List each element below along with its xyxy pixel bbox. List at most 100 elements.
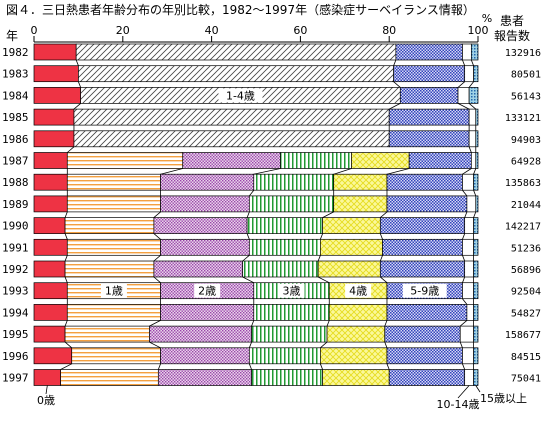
connector-5to9-1987 xyxy=(462,168,472,175)
bar-1995-4 xyxy=(326,325,386,343)
connector-10to14-1983 xyxy=(468,81,474,88)
connector-2-1989 xyxy=(246,211,250,218)
bar-1997-3 xyxy=(251,369,323,386)
bar-1992-4 xyxy=(317,260,381,278)
report-count-1987: 64928 xyxy=(511,157,541,168)
bar-1983-10to14 xyxy=(464,65,474,83)
bar-1997-4 xyxy=(322,369,390,386)
connector-10to14-1988 xyxy=(473,190,477,197)
connector-1-1990 xyxy=(153,233,161,240)
bar-1987-3 xyxy=(280,152,352,169)
connector-3-1987 xyxy=(333,168,352,175)
report-count-1990: 142217 xyxy=(505,222,541,233)
bar-1994-5to9 xyxy=(386,304,468,321)
connector-4-1994 xyxy=(384,320,388,327)
annotation-5to9: 5-9歳 xyxy=(410,285,439,298)
connector-3-1991 xyxy=(317,255,321,262)
connector-0-1996 xyxy=(60,363,72,370)
year-label-1986: 1986 xyxy=(2,133,29,146)
bar-1997-1 xyxy=(60,369,159,386)
report-count-1988: 135863 xyxy=(505,178,541,189)
bar-1988-2 xyxy=(160,173,255,191)
bar-1994-3 xyxy=(253,304,330,321)
annotation-4: 4歳 xyxy=(349,285,367,298)
bar-1990-5to9 xyxy=(379,217,466,234)
connector-5to9-1982 xyxy=(462,59,466,66)
x-tick-label-100: 100 xyxy=(468,24,489,37)
bar-1982-5to9 xyxy=(395,43,463,61)
bar-1983-0 xyxy=(33,65,79,83)
bar-1990-0 xyxy=(33,217,66,234)
connector-1-1989 xyxy=(153,211,161,218)
bar-1991-3 xyxy=(248,238,321,256)
bar-1992-0 xyxy=(33,260,66,278)
bar-1984-0 xyxy=(33,87,81,104)
bar-1985-10to14 xyxy=(468,108,477,126)
connector-5to9-1988 xyxy=(462,189,468,197)
connector-2-1996 xyxy=(248,363,252,370)
bar-1991-1 xyxy=(66,238,161,256)
bar-1996-0 xyxy=(33,347,73,365)
report-count-1996: 84515 xyxy=(511,352,541,363)
bar-1990-3 xyxy=(246,217,323,234)
bar-1990-4 xyxy=(322,217,381,234)
bar-1994-1 xyxy=(66,304,161,321)
report-count-1993: 92504 xyxy=(511,287,541,298)
connector-5to9-1991 xyxy=(462,255,466,262)
annotation-1to4-bg xyxy=(218,88,263,103)
bar-1987-4 xyxy=(351,152,410,169)
x-tick-label-80: 80 xyxy=(382,24,396,37)
bar-1994-0 xyxy=(33,304,68,321)
connector-1-1994 xyxy=(149,320,161,327)
bar-1997-0 xyxy=(33,369,61,386)
bar-1983-1to4 xyxy=(78,65,394,83)
bar-1995-15plus xyxy=(473,325,479,343)
connector-1to4-1982 xyxy=(393,59,397,66)
bar-1996-2 xyxy=(160,347,250,365)
bar-1996-4 xyxy=(320,347,388,365)
bar-1996-5to9 xyxy=(386,347,463,365)
bar-1985-15plus xyxy=(475,108,479,126)
report-count-1994: 54827 xyxy=(511,308,541,319)
annotation-4-bg xyxy=(345,283,372,298)
bar-1992-2 xyxy=(153,260,244,278)
connector-3-1989 xyxy=(322,211,334,218)
connector-4-1996 xyxy=(386,363,390,370)
annotation-2-bg xyxy=(194,283,221,298)
connector-5to9-1983 xyxy=(457,81,465,88)
bar-1996-10to14 xyxy=(462,347,474,365)
bar-1984-15plus xyxy=(468,87,479,104)
year-label-1995: 1995 xyxy=(2,328,29,341)
bar-1989-0 xyxy=(33,195,68,213)
connector-4-1990 xyxy=(379,233,383,240)
connector-4-1992 xyxy=(380,276,388,284)
bottom-label-15plus: 15歳以上 xyxy=(480,392,527,405)
leader-10to14 xyxy=(457,385,470,399)
connector-3-1995 xyxy=(320,341,328,349)
bar-1984-5to9 xyxy=(399,87,459,104)
connector-1-1995 xyxy=(149,341,161,349)
report-count-1982: 132916 xyxy=(505,48,541,59)
connector-2-1987 xyxy=(253,168,281,175)
bar-1989-15plus xyxy=(475,195,479,213)
year-label-1983: 1983 xyxy=(2,68,29,81)
connector-3-1994 xyxy=(326,320,330,327)
connector-5to9-1993 xyxy=(462,298,468,305)
report-count-1984: 56143 xyxy=(511,91,541,102)
bar-1988-0 xyxy=(33,173,68,191)
bar-1993-10to14 xyxy=(462,282,474,300)
bar-1989-4 xyxy=(333,195,388,213)
connector-2-1994 xyxy=(251,320,255,327)
annotation-1-bg xyxy=(100,283,127,298)
connector-10to14-1984 xyxy=(468,103,477,110)
connector-0-1986 xyxy=(67,146,75,153)
bar-1995-5to9 xyxy=(384,325,461,343)
report-count-1985: 133121 xyxy=(505,113,541,124)
bar-1990-2 xyxy=(153,217,248,234)
year-label-1991: 1991 xyxy=(2,241,29,254)
connector-2-1992 xyxy=(242,276,254,284)
bar-1982-15plus xyxy=(470,43,479,61)
bar-1988-15plus xyxy=(473,173,479,191)
bar-1988-3 xyxy=(253,173,335,191)
connector-5to9-1994 xyxy=(459,320,468,327)
